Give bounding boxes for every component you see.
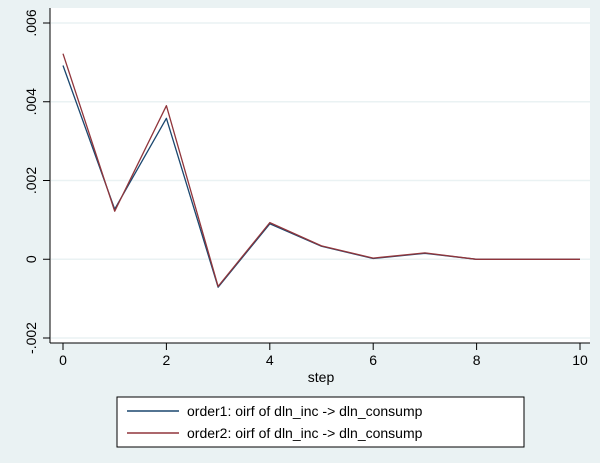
y-tick-label: .006 bbox=[23, 9, 39, 36]
x-tick-label: 0 bbox=[59, 352, 67, 368]
grid bbox=[51, 22, 590, 339]
series-lines bbox=[62, 53, 580, 288]
y-tick-label: .002 bbox=[23, 167, 39, 194]
x-tick-label: 2 bbox=[163, 352, 171, 368]
y-tick-label: .004 bbox=[23, 88, 39, 115]
x-tick-label: 10 bbox=[572, 352, 588, 368]
legend-label-2: order2: oirf of dln_inc -> dln_consump bbox=[187, 425, 423, 441]
x-axis-title: step bbox=[308, 369, 335, 385]
y-tick-label: 0 bbox=[23, 255, 39, 263]
axes bbox=[49, 8, 590, 344]
x-ticks: 0 2 4 6 8 10 bbox=[59, 343, 588, 368]
series-line-2 bbox=[62, 53, 580, 288]
x-tick-label: 6 bbox=[369, 352, 377, 368]
legend: order1: oirf of dln_inc -> dln_consumpor… bbox=[116, 396, 525, 448]
legend-box bbox=[116, 396, 525, 448]
y-ticks: -.002 0 .002 .004 .006 bbox=[23, 9, 50, 354]
x-tick-label: 4 bbox=[266, 352, 274, 368]
plot-area bbox=[50, 8, 590, 343]
x-tick-label: 8 bbox=[473, 352, 481, 368]
y-tick-label: -.002 bbox=[23, 322, 39, 354]
legend-label-1: order1: oirf of dln_inc -> dln_consump bbox=[187, 403, 423, 419]
